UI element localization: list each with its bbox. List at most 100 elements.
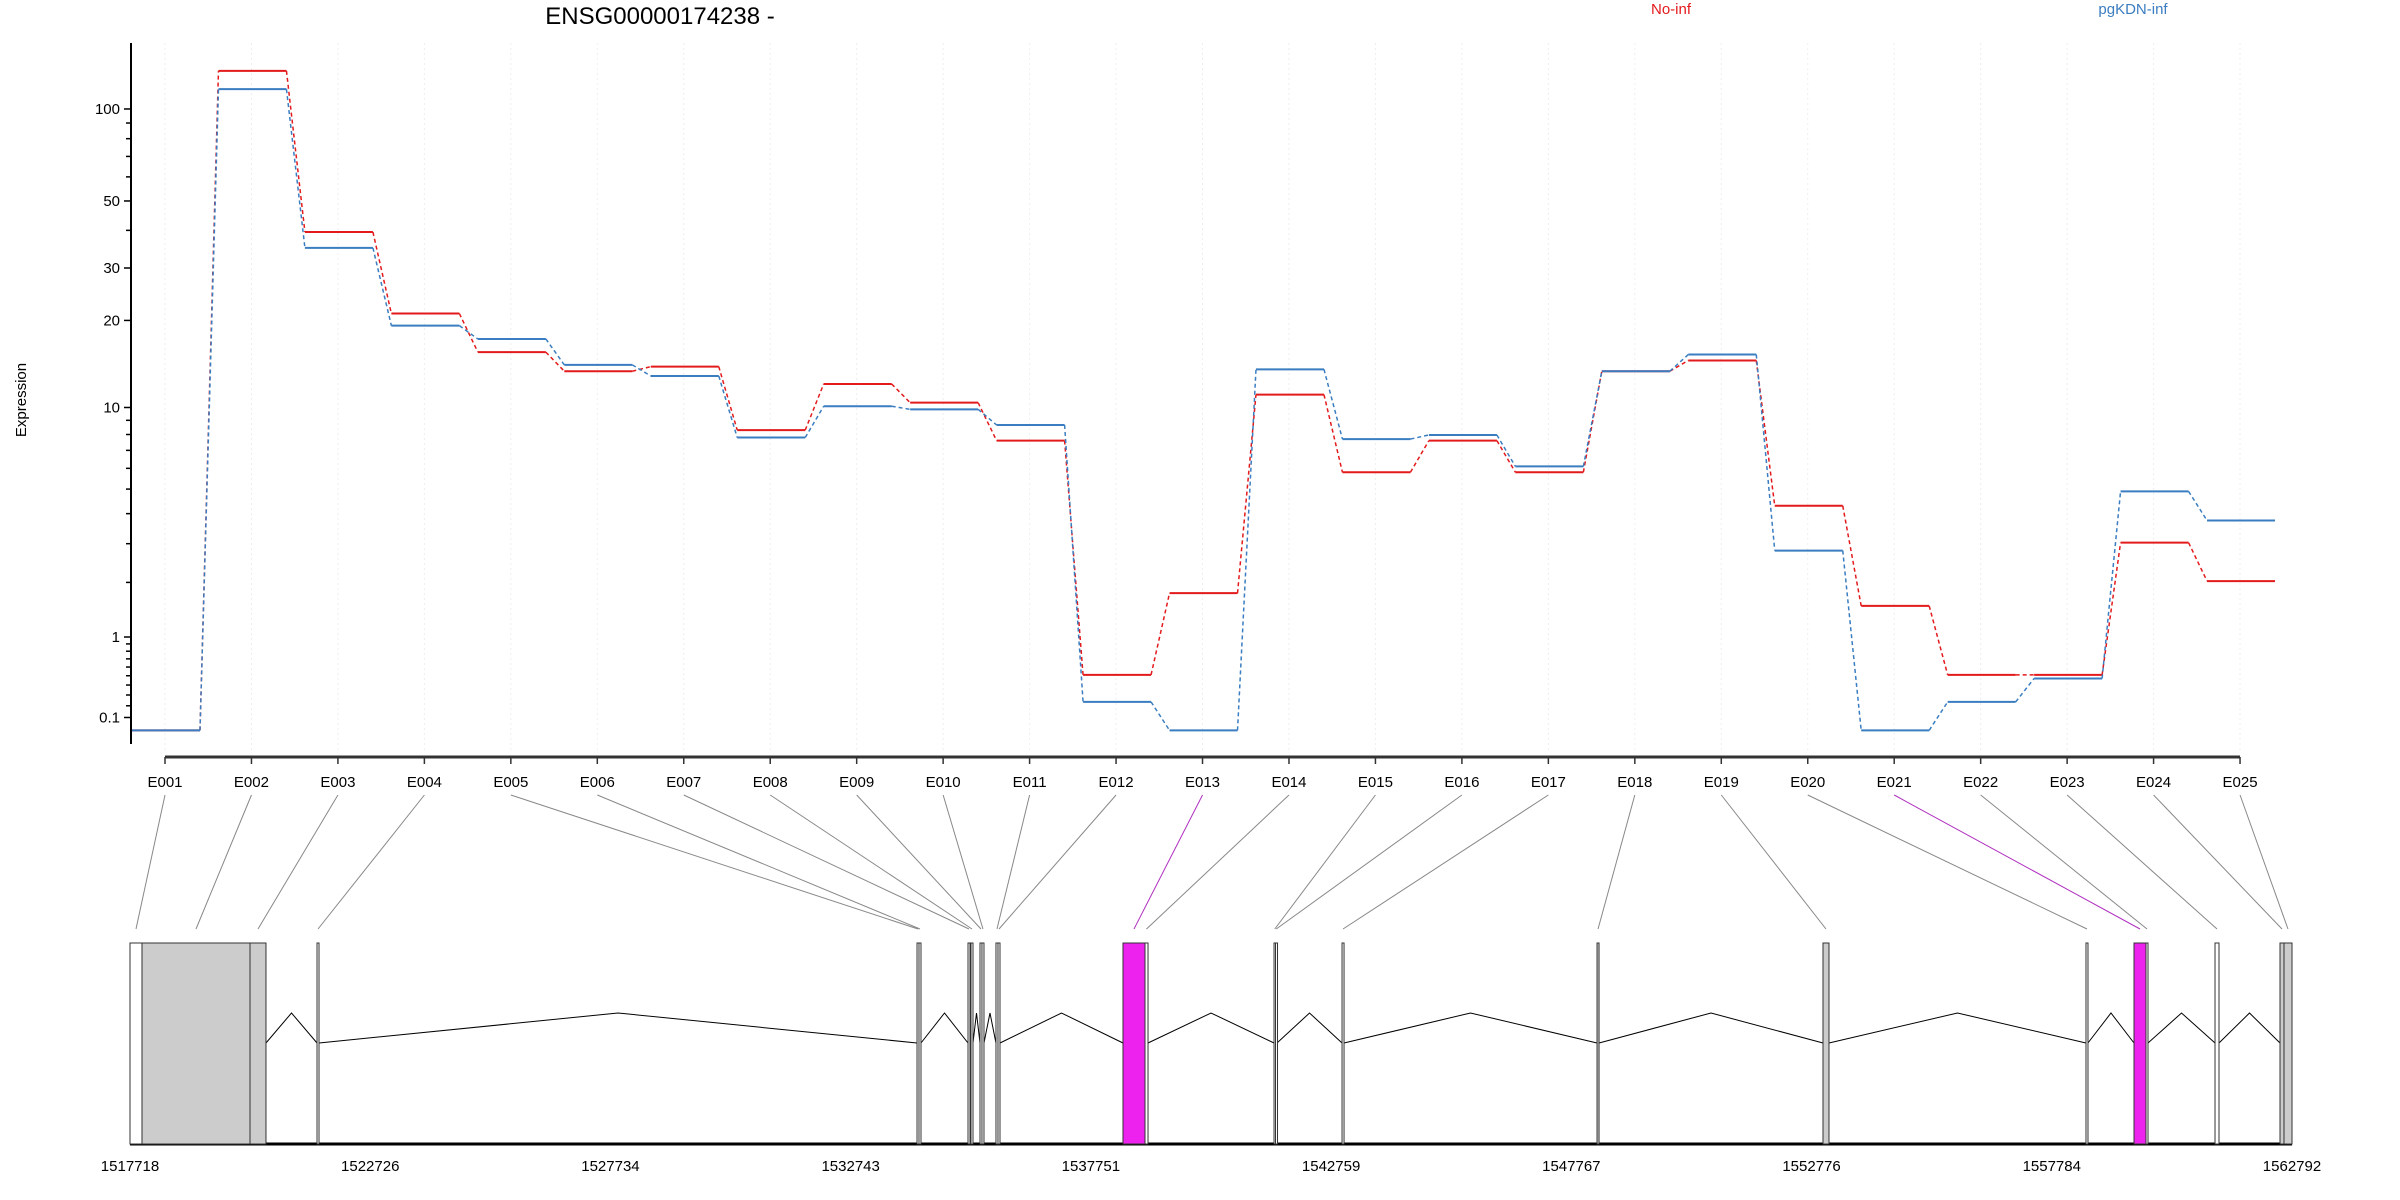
exon-link-e009 [856, 794, 982, 930]
connector-no-inf [545, 351, 565, 372]
exon-box-e012 [997, 942, 1001, 1145]
exon-link-e019 [1720, 794, 1827, 930]
x-axis: E001 E002 E003 E004 E005 E006 E007 E008 E009 E010… [147, 755, 2258, 791]
exon-link-e004 [317, 794, 425, 930]
connector-pgkdn-inf [718, 375, 738, 438]
connector-pgkdn-inf [372, 247, 393, 326]
x-tick-label-e009: E009 [839, 774, 874, 791]
exon-link-e023 [2066, 794, 2218, 930]
exon-link-e013 [1133, 794, 1203, 930]
connector-no-inf [1150, 592, 1171, 676]
connector-pgkdn-inf [1928, 701, 1949, 731]
legend-no-inf: No-inf [1651, 1, 1692, 18]
exon-box-e003 [249, 942, 267, 1145]
x-tick-label-e003: E003 [320, 774, 355, 791]
connector-no-inf [372, 231, 393, 314]
connector-pgkdn-inf [1755, 354, 1776, 551]
connector-no-inf [458, 313, 479, 353]
y-tick-label: 100 [95, 101, 120, 118]
x-tick-label-e020: E020 [1790, 774, 1825, 791]
gene-axis-label: 1542759 [1302, 1158, 1360, 1175]
exon-box-e023 [2214, 942, 2220, 1145]
intron-line [2087, 1012, 2135, 1044]
connector-pgkdn-inf [199, 89, 220, 731]
exon-box-e004 [316, 942, 320, 1145]
exon-link-e010 [942, 794, 984, 930]
intron-line [1343, 1012, 1598, 1044]
exon-link-e017 [1342, 794, 1549, 930]
x-tick-label-e018: E018 [1617, 774, 1652, 791]
exon-box-e025 [2283, 942, 2293, 1145]
exon-box-e002 [141, 942, 251, 1145]
connector-no-inf [977, 402, 998, 441]
exon-box-e022 [2145, 942, 2149, 1145]
exon-box-e016 [1275, 942, 1279, 1145]
connector-pgkdn-inf [1410, 434, 1430, 440]
exon-connectors [135, 794, 2289, 930]
exon-box-e018 [1596, 942, 1600, 1145]
intron-line [983, 1012, 997, 1044]
exon-link-e021 [1893, 794, 2141, 930]
y-axis: 0.1 1 10 20 30 50 100 [95, 43, 132, 744]
connector-pgkdn-inf [285, 89, 306, 248]
y-tick-label: 1 [112, 629, 120, 646]
exon-box-e017 [1341, 942, 1345, 1145]
x-tick-label-e025: E025 [2223, 774, 2258, 791]
connector-pgkdn-inf [1582, 371, 1603, 467]
y-tick-label: 50 [103, 193, 120, 210]
gridlines [164, 43, 2241, 750]
exon-box-e010 [981, 942, 985, 1145]
connector-no-inf [632, 365, 651, 372]
x-tick-label-e022: E022 [1963, 774, 1998, 791]
exon-link-e012 [998, 794, 1117, 930]
gene-axis-label: 1527734 [581, 1158, 639, 1175]
intron-line [1828, 1012, 2087, 1044]
chart-title: ENSG00000174238 - [545, 3, 775, 30]
connector-no-inf [1928, 605, 1949, 676]
exon-link-e005 [510, 794, 919, 930]
intron-line [972, 1012, 981, 1044]
x-tick-label-e017: E017 [1531, 774, 1566, 791]
y-tick-label: 30 [103, 260, 120, 277]
x-tick-label-e001: E001 [147, 774, 182, 791]
x-tick-label-e019: E019 [1704, 774, 1739, 791]
y-tick-label: 10 [103, 399, 120, 416]
exon-link-e022 [1980, 794, 2148, 930]
x-tick-label-e014: E014 [1271, 774, 1306, 791]
gene-axis-label: 1522726 [341, 1158, 399, 1175]
exon-box-e007 [967, 942, 971, 1145]
x-tick-label-e010: E010 [926, 774, 961, 791]
x-tick-label-e008: E008 [753, 774, 788, 791]
y-tick-label: 0.1 [99, 709, 120, 726]
x-tick-label-e015: E015 [1358, 774, 1393, 791]
connector-no-inf [1842, 505, 1862, 607]
exon-box-e024 [2279, 942, 2285, 1145]
x-tick-label-e016: E016 [1444, 774, 1479, 791]
exon-box-e001 [129, 942, 143, 1145]
gene-axis-label: 1557784 [2023, 1158, 2081, 1175]
gene-axis-label: 1537751 [1062, 1158, 1120, 1175]
exon-link-e014 [1146, 794, 1290, 930]
exon-box-e013 [1122, 942, 1146, 1145]
exon-link-e025 [2239, 794, 2289, 930]
exon-link-e018 [1597, 794, 1636, 930]
intron-line [265, 1012, 318, 1044]
exon-link-e015 [1274, 794, 1376, 930]
intron-line [2147, 1012, 2216, 1044]
intron-line [318, 1012, 918, 1044]
x-tick-label-e007: E007 [666, 774, 701, 791]
connector-no-inf [2101, 542, 2122, 675]
exon-link-e003 [257, 794, 339, 930]
exon-box-e021 [2133, 942, 2147, 1145]
x-tick-label-e002: E002 [234, 774, 269, 791]
x-tick-label-e013: E013 [1185, 774, 1220, 791]
connector-no-inf [1755, 360, 1776, 506]
gene-axis-label: 1532743 [821, 1158, 879, 1175]
connector-no-inf [1236, 394, 1257, 594]
connector-pgkdn-inf [1841, 550, 1862, 731]
intron-line [1147, 1012, 1275, 1044]
connector-no-inf [285, 70, 306, 233]
x-tick-label-e024: E024 [2136, 774, 2171, 791]
x-tick-label-e011: E011 [1013, 774, 1047, 791]
